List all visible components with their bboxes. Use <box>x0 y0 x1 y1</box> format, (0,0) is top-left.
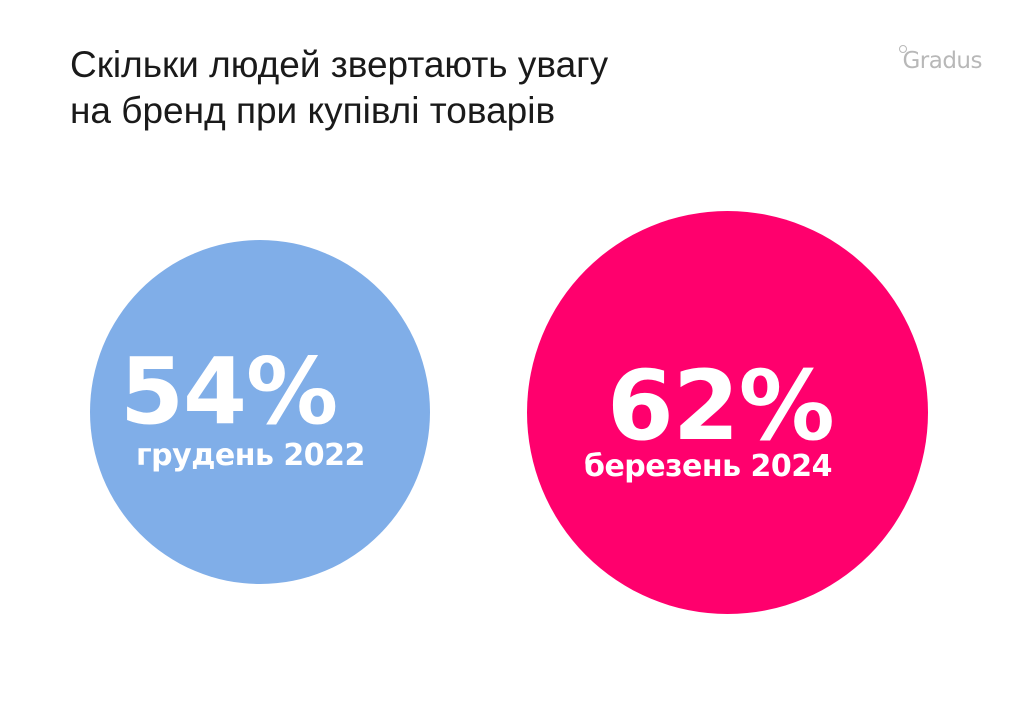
chart-title: Скільки людей звертають увагу на бренд п… <box>70 42 770 134</box>
period-label-march-2024: березень 2024 <box>584 449 833 484</box>
value-label-december-2022: 54% <box>120 338 338 445</box>
chart-title-line-2: на бренд при купівлі товарів <box>70 90 556 131</box>
period-label-december-2022: грудень 2022 <box>136 438 365 473</box>
logo-ring-icon <box>899 45 908 53</box>
value-label-march-2024: 62% <box>607 350 835 462</box>
brand-logo: Gradus <box>899 45 982 74</box>
chart-title-line-1: Скільки людей звертають увагу <box>70 44 609 85</box>
bubble-march-2024 <box>527 211 928 614</box>
bubble-december-2022 <box>90 240 430 584</box>
brand-logo-text: Gradus <box>902 48 982 74</box>
